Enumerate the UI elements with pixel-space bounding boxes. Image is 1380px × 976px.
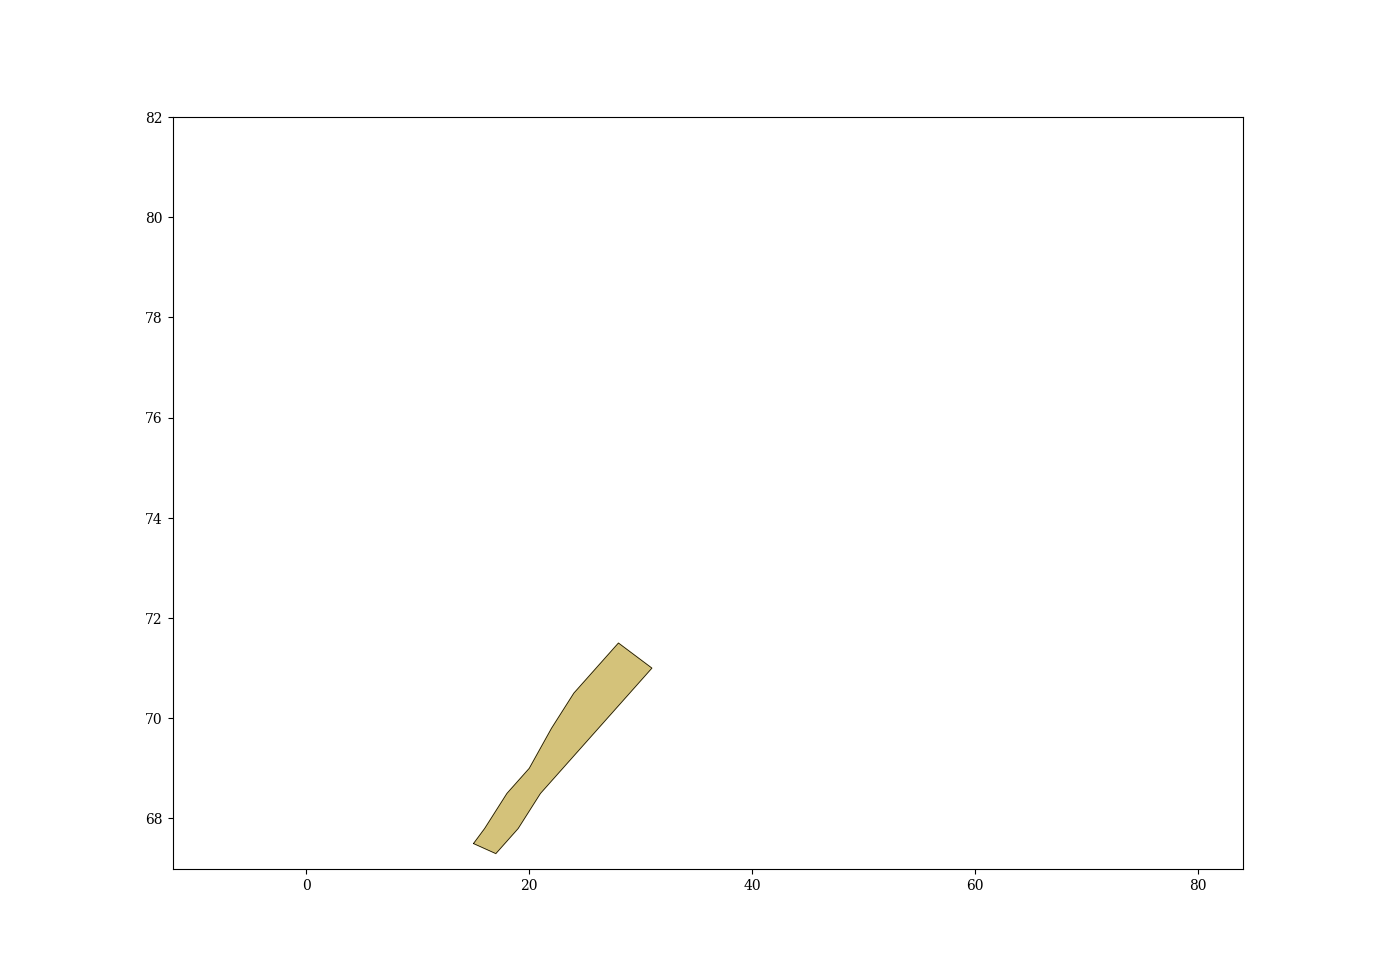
Polygon shape <box>473 643 651 854</box>
